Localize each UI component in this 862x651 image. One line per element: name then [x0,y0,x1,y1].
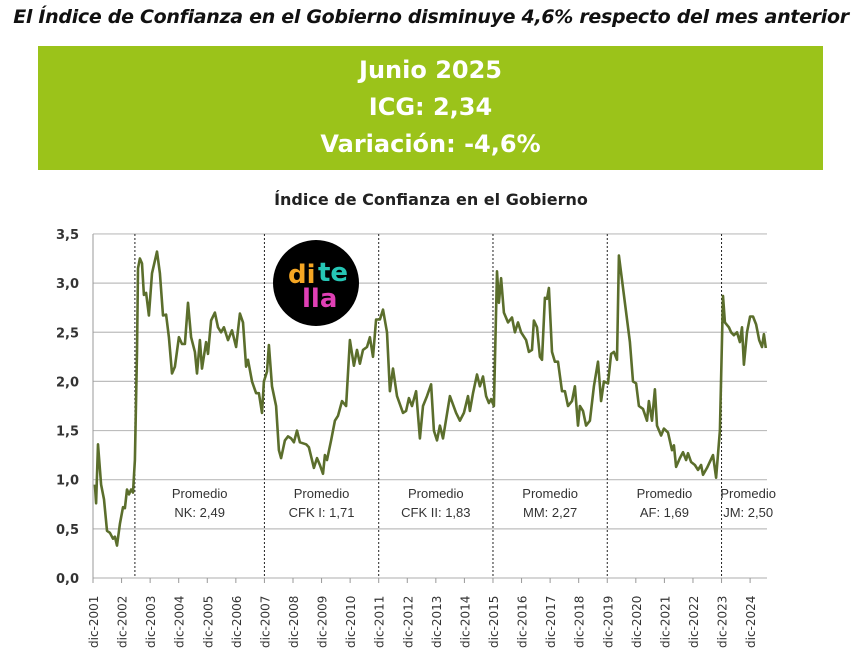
period-label-title: Promedio [522,486,578,501]
logo-text: lla [302,284,337,314]
period-label-title: Promedio [720,486,776,501]
period-label-title: Promedio [637,486,693,501]
period-label-average: NK: 2,49 [174,505,225,520]
x-tick-label: dic-2018 [573,596,587,648]
ditella-logo-icon [273,240,359,326]
x-tick-label: dic-2023 [716,596,730,648]
x-tick-label: dic-2017 [544,596,558,648]
x-tick-label: dic-2024 [744,596,758,648]
y-tick-label: 3,5 [56,228,79,243]
x-tick-label: dic-2011 [373,596,387,648]
summary-banner: Junio 2025 ICG: 2,34 Variación: -4,6% [38,46,823,170]
logo-text: te [318,258,348,288]
x-tick-label: dic-2006 [230,596,244,648]
x-tick-label: dic-2019 [601,596,615,648]
period-label-title: Promedio [408,486,464,501]
banner-icg: ICG: 2,34 [368,93,493,121]
x-tick-label: dic-2012 [401,596,415,648]
headline: El Índice de Confianza en el Gobierno di… [13,6,849,28]
x-tick-label: dic-2004 [173,596,187,648]
y-tick-label: 1,5 [56,425,79,440]
banner-month: Junio 2025 [359,56,502,84]
chart-title: Índice de Confianza en el Gobierno [274,190,588,209]
period-label-average: AF: 1,69 [640,505,689,520]
x-tick-label: dic-2015 [487,596,501,648]
y-tick-label: 1,0 [56,474,79,489]
x-tick-label: dic-2007 [258,596,272,648]
y-tick-label: 0,5 [56,523,79,538]
period-label-title: Promedio [172,486,228,501]
period-label-average: CFK II: 1,83 [401,505,470,520]
period-label-title: Promedio [294,486,350,501]
x-tick-label: dic-2009 [316,596,330,648]
x-tick-label: dic-2021 [658,596,672,648]
y-tick-label: 2,0 [56,375,79,390]
period-label-average: MM: 2,27 [523,505,577,520]
y-tick-label: 3,0 [56,277,79,292]
x-tick-label: dic-2013 [430,596,444,648]
banner-variation: Variación: -4,6% [320,130,541,158]
x-tick-label: dic-2016 [516,596,530,648]
period-label-average: JM: 2,50 [723,505,773,520]
x-tick-label: dic-2010 [344,596,358,648]
x-tick-label: dic-2014 [458,596,472,648]
logo-text: di [288,260,316,290]
x-tick-label: dic-2005 [201,596,215,648]
y-tick-label: 0,0 [56,572,79,587]
series-line-icg [93,250,768,547]
x-tick-label: dic-2020 [630,596,644,648]
y-tick-label: 2,5 [56,326,79,341]
x-tick-label: dic-2001 [87,596,101,648]
x-tick-label: dic-2002 [116,596,130,648]
x-tick-label: dic-2008 [287,596,301,648]
x-tick-label: dic-2022 [687,596,701,648]
x-tick-label: dic-2003 [144,596,158,648]
period-label-average: CFK I: 1,71 [289,505,355,520]
